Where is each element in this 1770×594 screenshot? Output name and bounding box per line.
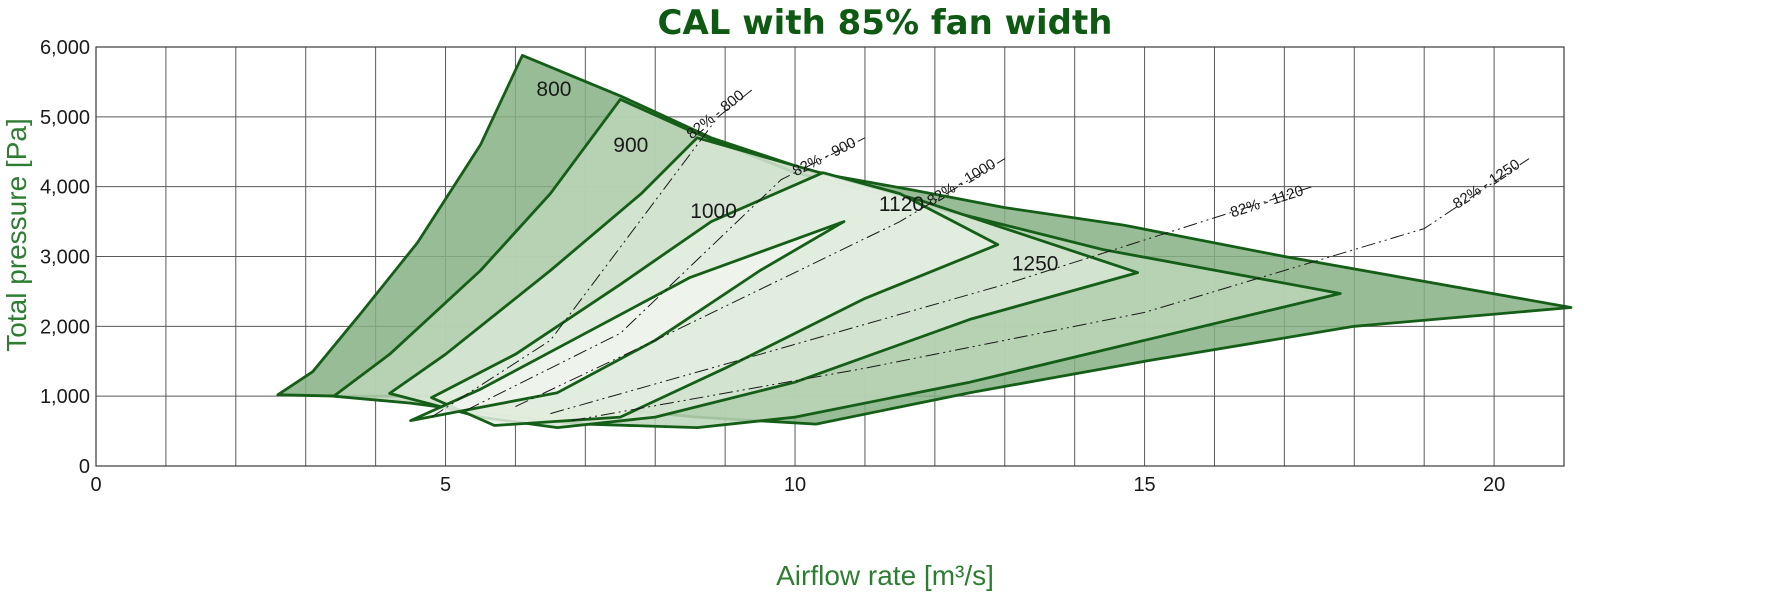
y-tick-label: 1,000 xyxy=(40,386,90,408)
series-label-800: 800 xyxy=(536,78,571,101)
reference-line-label: 82% - 800 xyxy=(684,87,748,143)
series-label-1120: 1120 xyxy=(879,193,924,216)
reference-line xyxy=(515,158,1006,408)
plot-border xyxy=(95,46,1565,467)
series-label-1000: 1000 xyxy=(690,200,737,223)
y-tick-label: 3,000 xyxy=(40,247,90,269)
series-label-1250: 1250 xyxy=(1012,252,1059,275)
series-area-1250 xyxy=(409,220,846,423)
series-areas xyxy=(276,54,1573,430)
y-axis-label: Total pressure [Pa] xyxy=(1,118,32,351)
series-labels: 800 900 1000 1120 1250 xyxy=(536,78,1058,276)
reference-line xyxy=(571,158,1530,422)
x-tick-label: 5 xyxy=(440,474,451,496)
reference-line xyxy=(431,88,754,418)
x-tick-label: 15 xyxy=(1133,474,1155,496)
x-tick-label: 10 xyxy=(784,474,806,496)
y-tick-label: 2,000 xyxy=(40,316,90,338)
chart-title: CAL with 85% fan width xyxy=(658,3,1113,43)
reference-line xyxy=(466,137,866,411)
y-tick-label: 6,000 xyxy=(40,37,90,59)
y-tick-label: 5,000 xyxy=(40,107,90,129)
x-tick-label: 20 xyxy=(1483,474,1505,496)
reference-line-label: 82% - 1120 xyxy=(1228,182,1305,221)
plot-frame xyxy=(95,46,1565,467)
y-tick-label: 0 xyxy=(79,456,90,478)
tick-labels: 0 5 10 15 20 0 1,000 2,000 3,000 4,000 5,000 6,000 xyxy=(40,37,1505,496)
x-tick-label: 0 xyxy=(90,474,101,496)
y-tick-label: 4,000 xyxy=(40,177,90,199)
x-axis-label: Airflow rate [m³/s] xyxy=(776,560,994,591)
reference-line-label: 82% - 1250 xyxy=(1450,156,1523,213)
reference-line xyxy=(550,186,1313,415)
series-label-900: 900 xyxy=(613,134,648,157)
